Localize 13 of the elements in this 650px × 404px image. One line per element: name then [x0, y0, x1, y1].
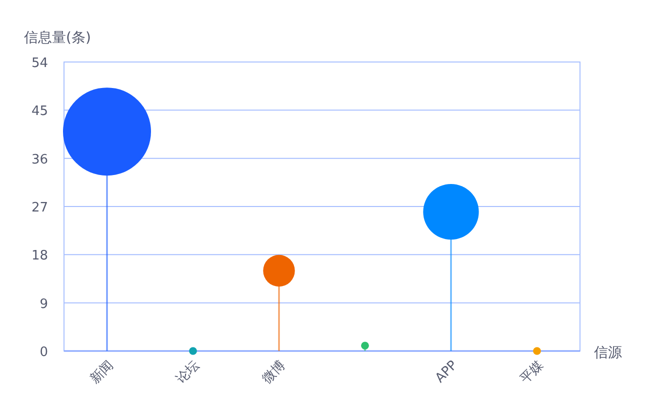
y-tick-label: 27: [31, 200, 48, 216]
x-tick-label: 论坛: [174, 358, 203, 388]
y-tick-label: 18: [31, 248, 48, 264]
y-axis-title: 信息量(条): [24, 30, 91, 46]
x-tick-label: 新闻: [88, 358, 117, 388]
y-tick-label: 36: [31, 152, 48, 168]
y-tick-label: 45: [31, 104, 48, 120]
y-tick-label: 54: [31, 56, 48, 71]
y-tick-label: 0: [40, 345, 48, 360]
x-tick-label: 微博: [260, 358, 289, 388]
x-tick-label: 平媒: [518, 358, 547, 388]
y-tick-label: 9: [40, 296, 48, 312]
x-axis-title: 信源: [594, 345, 622, 361]
